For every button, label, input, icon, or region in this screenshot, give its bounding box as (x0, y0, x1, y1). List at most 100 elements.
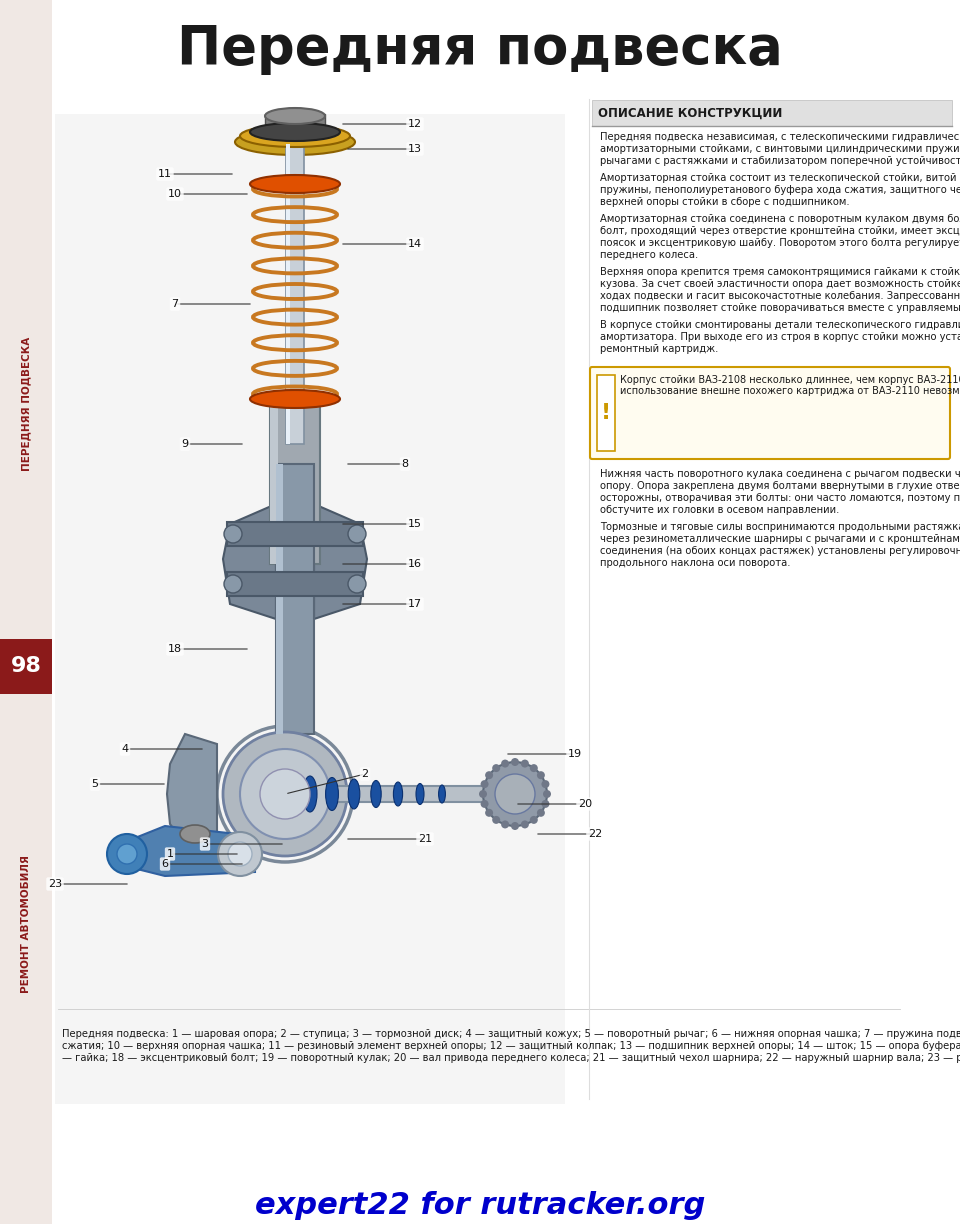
Text: 7: 7 (172, 299, 179, 308)
Text: Корпус стойки ВАЗ-2108 несколько длиннее, чем корпус ВАЗ-2110, поэтому: Корпус стойки ВАЗ-2108 несколько длиннее… (620, 375, 960, 386)
Text: 12: 12 (408, 119, 422, 129)
Ellipse shape (394, 782, 402, 805)
Text: переднего колеса.: переднего колеса. (600, 250, 698, 259)
Circle shape (218, 832, 262, 876)
Circle shape (485, 809, 493, 816)
Text: ПЕРЕДНЯЯ ПОДВЕСКА: ПЕРЕДНЯЯ ПОДВЕСКА (21, 337, 31, 471)
Circle shape (228, 842, 252, 867)
Text: 1: 1 (166, 849, 174, 859)
Circle shape (107, 834, 147, 874)
Polygon shape (117, 826, 255, 876)
Text: 13: 13 (408, 144, 422, 154)
Text: 9: 9 (181, 439, 188, 449)
Circle shape (224, 525, 242, 543)
Text: 4: 4 (121, 744, 129, 754)
Text: 98: 98 (11, 656, 41, 677)
Polygon shape (223, 504, 276, 619)
Text: 20: 20 (578, 799, 592, 809)
Text: 5: 5 (91, 778, 99, 789)
Text: 18: 18 (168, 644, 182, 654)
Bar (265, 114, 325, 129)
Ellipse shape (439, 785, 445, 803)
Circle shape (537, 809, 545, 816)
Text: ремонтный картридж.: ремонтный картридж. (600, 344, 718, 354)
Bar (55, 114, 565, 1104)
Text: амортизаторными стойками, с винтовыми цилиндрическими пружинами, поперечными: амортизаторными стойками, с винтовыми ци… (600, 144, 960, 154)
Circle shape (481, 800, 489, 808)
Circle shape (224, 575, 242, 592)
Text: рычагами с растяжками и стабилизатором поперечной устойчивости.: рычагами с растяжками и стабилизатором п… (600, 155, 960, 166)
Text: 6: 6 (161, 859, 169, 869)
Circle shape (348, 575, 366, 592)
Circle shape (260, 769, 310, 819)
FancyBboxPatch shape (590, 367, 950, 459)
Circle shape (481, 780, 489, 788)
Text: ОПИСАНИЕ КОНСТРУКЦИИ: ОПИСАНИЕ КОНСТРУКЦИИ (598, 106, 782, 120)
Text: амортизатора. При выходе его из строя в корпус стойки можно установить: амортизатора. При выходе его из строя в … (600, 332, 960, 341)
Ellipse shape (240, 125, 350, 147)
Circle shape (521, 760, 529, 767)
Text: В корпусе стойки смонтированы детали телескопического гидравлического: В корпусе стойки смонтированы детали тел… (600, 319, 960, 330)
Bar (276, 464, 283, 734)
Text: Верхняя опора крепится тремя самоконтрящимися гайками к стойке брызговика: Верхняя опора крепится тремя самоконтрящ… (600, 267, 960, 277)
Text: 8: 8 (401, 459, 409, 469)
Text: опору. Опора закреплена двумя болтами ввернутыми в глухие отверстия. Будьте: опору. Опора закреплена двумя болтами вв… (600, 481, 960, 491)
Circle shape (479, 789, 487, 798)
Text: — гайка; 18 — эксцентриковый болт; 19 — поворотный кулак; 20 — вал привода перед: — гайка; 18 — эксцентриковый болт; 19 — … (62, 1053, 960, 1062)
Circle shape (483, 763, 547, 826)
Bar (227, 521, 363, 546)
Ellipse shape (250, 122, 340, 141)
Bar (286, 144, 304, 444)
Text: 14: 14 (408, 239, 422, 248)
Circle shape (117, 845, 137, 864)
Text: Тормозные и тяговые силы воспринимаются продольными растяжками, соединенными: Тормозные и тяговые силы воспринимаются … (600, 521, 960, 532)
Circle shape (240, 749, 330, 838)
Text: 15: 15 (408, 519, 422, 529)
Bar (597, 375, 615, 450)
Bar (270, 404, 320, 564)
Bar (310, 786, 500, 802)
Ellipse shape (180, 825, 210, 843)
Text: Передняя подвеска независимая, с телескопическими гидравлическими: Передняя подвеска независимая, с телеско… (600, 132, 960, 142)
Ellipse shape (416, 783, 424, 804)
Text: кузова. За счет своей эластичности опора дает возможность стойке качаться при: кузова. За счет своей эластичности опора… (600, 279, 960, 289)
Circle shape (492, 816, 500, 824)
Circle shape (223, 732, 347, 856)
Text: обстучите их головки в осевом направлении.: обстучите их головки в осевом направлени… (600, 506, 839, 515)
Text: пружины, пенополиуретанового буфера хода сжатия, защитного чехла штока и: пружины, пенополиуретанового буфера хода… (600, 185, 960, 195)
Circle shape (541, 800, 549, 808)
Text: верхней опоры стойки в сборе с подшипником.: верхней опоры стойки в сборе с подшипник… (600, 197, 850, 207)
Text: Передняя подвеска: 1 — шаровая опора; 2 — ступица; 3 — тормозной диск; 4 — защит: Передняя подвеска: 1 — шаровая опора; 2 … (62, 1029, 960, 1039)
Text: 10: 10 (168, 188, 182, 200)
Ellipse shape (371, 781, 381, 808)
Ellipse shape (303, 776, 317, 812)
Ellipse shape (325, 777, 338, 810)
Text: ходах подвески и гасит высокочастотные колебания. Запрессованный в нее: ходах подвески и гасит высокочастотные к… (600, 291, 960, 301)
Text: 11: 11 (158, 169, 172, 179)
Text: 3: 3 (202, 838, 208, 849)
Ellipse shape (348, 778, 360, 809)
Circle shape (348, 525, 366, 543)
Text: expert22 for rutracker.org: expert22 for rutracker.org (254, 1191, 706, 1220)
Bar (276, 464, 314, 734)
Text: продольного наклона оси поворота.: продольного наклона оси поворота. (600, 558, 790, 568)
Ellipse shape (250, 390, 340, 408)
Bar (0, 639, 52, 694)
Circle shape (492, 764, 500, 772)
Text: Амортизаторная стойка состоит из телескопической стойки, витой цилиндрической: Амортизаторная стойка состоит из телеско… (600, 173, 960, 184)
Bar (286, 144, 290, 444)
Bar (270, 404, 278, 564)
Circle shape (530, 764, 538, 772)
Text: 19: 19 (568, 749, 582, 759)
Bar (0, 0, 52, 1224)
Circle shape (511, 823, 519, 830)
Circle shape (541, 780, 549, 788)
Text: 22: 22 (588, 829, 602, 838)
Text: поясок и эксцентриковую шайбу. Поворотом этого болта регулируется угол развала: поясок и эксцентриковую шайбу. Поворотом… (600, 237, 960, 248)
Text: через резинометаллические шарниры с рычагами и с кронштейнами. В местах: через резинометаллические шарниры с рыча… (600, 534, 960, 543)
Bar (227, 572, 363, 596)
Text: Нижняя часть поворотного кулака соединена с рычагом подвески через шаровую: Нижняя часть поворотного кулака соединен… (600, 469, 960, 479)
Text: Амортизаторная стойка соединена с поворотным кулаком двумя болтами. Верхний: Амортизаторная стойка соединена с поворо… (600, 214, 960, 224)
Text: 16: 16 (408, 559, 422, 569)
Text: сжатия; 10 — верхняя опорная чашка; 11 — резиновый элемент верхней опоры; 12 — з: сжатия; 10 — верхняя опорная чашка; 11 —… (62, 1040, 960, 1051)
